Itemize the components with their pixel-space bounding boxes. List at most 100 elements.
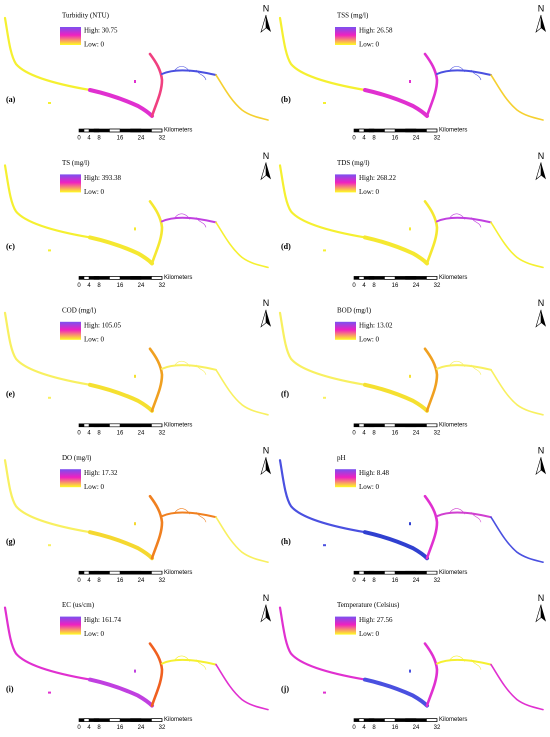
scale-segment <box>109 128 121 133</box>
river-segment <box>215 516 269 564</box>
scale-tick-label: 32 <box>434 136 441 142</box>
legend-high: High: 161.74 <box>84 616 121 624</box>
legend-high: High: 26.58 <box>359 27 393 35</box>
scale-tick-label: 32 <box>159 283 166 289</box>
scale-segment <box>83 276 90 280</box>
river-segment <box>88 235 154 266</box>
scale-tick-label: 16 <box>117 430 124 436</box>
pond <box>134 227 136 231</box>
river-segment <box>363 677 429 708</box>
legend-ramp <box>335 174 356 193</box>
river-segment <box>423 200 439 265</box>
scale-segment <box>83 570 90 575</box>
pond <box>409 522 411 526</box>
pond <box>134 374 136 378</box>
scale-segment <box>130 718 142 722</box>
scale-tick-label: 8 <box>372 725 376 731</box>
north-arrow <box>541 604 546 622</box>
tributary <box>449 508 482 523</box>
scale-segment <box>79 423 84 427</box>
map-panel: EC (us/cm) High: 161.74 Low: 0 (i) N 0 4 8 16 24 3… <box>3 593 271 731</box>
scale-segment <box>354 718 359 722</box>
river-segment <box>215 74 269 121</box>
scale-segment <box>358 718 365 722</box>
tributary <box>449 655 482 670</box>
north-label: N <box>263 3 270 13</box>
river-segment <box>490 221 544 269</box>
legend-low: Low: 0 <box>359 335 380 343</box>
legend-ramp <box>60 469 81 488</box>
scale-segment <box>120 571 131 575</box>
north-arrow <box>266 162 271 180</box>
scale-unit: Kilometers <box>164 275 192 281</box>
scale-tick-label: 16 <box>117 136 124 142</box>
scale-segment <box>368 276 375 280</box>
river-segment <box>161 511 217 519</box>
north-label: N <box>538 446 545 456</box>
scale-tick-label: 24 <box>138 430 145 436</box>
panel-label: (g) <box>6 537 16 546</box>
scale-segment <box>120 276 131 280</box>
scale-unit: Kilometers <box>164 422 192 428</box>
scale-tick-label: 32 <box>159 430 166 436</box>
pond <box>323 396 326 399</box>
scale-segment <box>89 718 94 722</box>
panel-label: (f) <box>281 390 289 399</box>
scale-segment <box>151 128 163 133</box>
tributary <box>449 360 482 375</box>
scale-tick-label: 24 <box>413 578 420 584</box>
scale-tick-label: 32 <box>434 725 441 731</box>
scale-tick-label: 32 <box>434 430 441 436</box>
map-title: Temperature (Celsius) <box>337 601 400 609</box>
scale-frame <box>353 718 438 722</box>
river-segment <box>363 382 429 413</box>
river-segment <box>423 494 439 560</box>
scale-segment <box>395 129 406 132</box>
panel-label: (b) <box>281 95 291 104</box>
scale-tick-label: 0 <box>77 578 81 584</box>
panel-label: (j) <box>281 684 289 693</box>
river-segment <box>436 511 492 519</box>
river-segment <box>148 347 164 413</box>
scale-segment <box>364 571 369 575</box>
north-arrow <box>535 309 542 328</box>
scale-tick-label: 0 <box>77 283 81 289</box>
scale-tick-label: 24 <box>138 725 145 731</box>
north-arrow <box>266 604 271 622</box>
scale-segment <box>368 718 375 722</box>
river-segment <box>215 221 269 269</box>
river-segment <box>278 606 367 681</box>
scale-tick-label: 8 <box>372 578 376 584</box>
river-segment <box>148 200 164 265</box>
scale-segment <box>368 570 375 575</box>
scale-segment <box>99 276 110 280</box>
river-segment <box>490 368 544 416</box>
scale-tick-label: 16 <box>392 725 399 731</box>
scale-segment <box>416 129 427 132</box>
scale-segment <box>151 276 163 280</box>
river-segment <box>278 164 367 239</box>
pond <box>323 544 326 547</box>
scale-tick-label: 24 <box>138 283 145 289</box>
river-segment <box>490 516 544 564</box>
river-segment <box>215 368 269 416</box>
scale-tick-label: 8 <box>97 578 101 584</box>
map-panel: COD (mg/l) High: 105.05 Low: 0 (e) N 0 4 8 16 24 3… <box>3 298 271 436</box>
scale-segment <box>374 718 385 722</box>
scale-segment <box>89 276 94 280</box>
panel-label: (i) <box>6 684 14 693</box>
map-title: Turbidity (NTU) <box>62 12 110 20</box>
scale-tick-label: 16 <box>117 725 124 731</box>
river-segment <box>436 69 492 76</box>
scale-unit: Kilometers <box>439 128 467 134</box>
pond <box>409 374 411 378</box>
river-segment <box>436 364 492 371</box>
scale-segment <box>89 129 94 132</box>
scale-tick-label: 4 <box>87 283 91 289</box>
scale-segment <box>354 276 359 280</box>
scale-segment <box>99 718 110 722</box>
river-segment <box>436 658 492 666</box>
scale-segment <box>93 276 100 280</box>
scale-segment <box>405 423 417 428</box>
scale-frame <box>353 570 438 575</box>
